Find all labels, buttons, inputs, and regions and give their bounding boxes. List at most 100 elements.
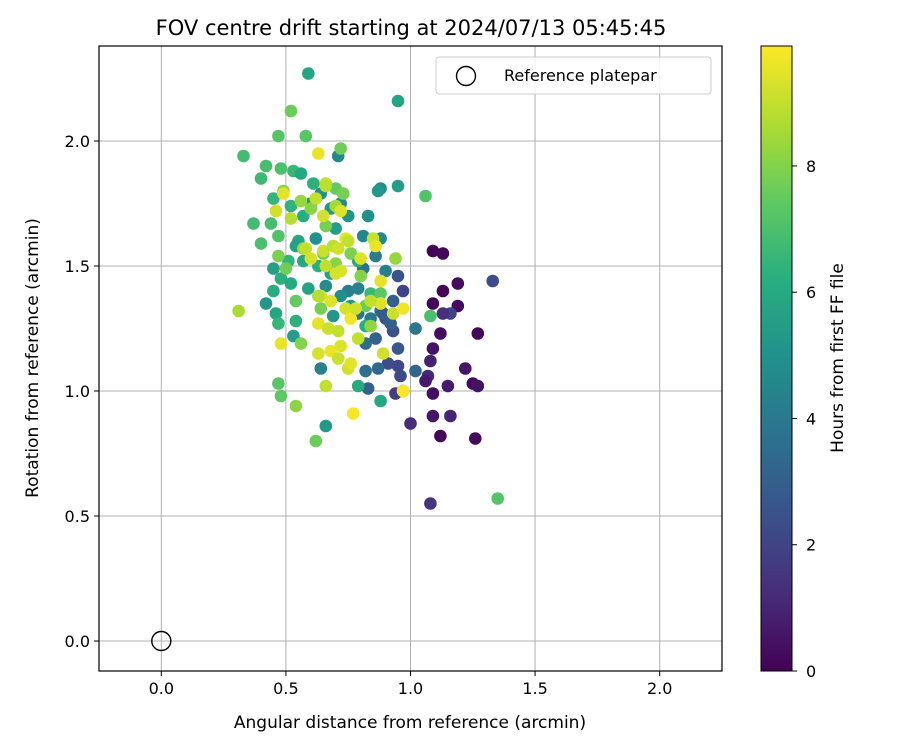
data-point <box>269 307 283 320</box>
data-point <box>312 147 325 160</box>
reference-platepar-marker <box>151 630 172 652</box>
data-point <box>344 312 358 325</box>
data-point <box>424 309 437 323</box>
data-point <box>389 252 402 265</box>
data-point <box>274 272 288 285</box>
data-point <box>384 317 397 330</box>
data-point <box>359 364 372 378</box>
data-point <box>294 167 308 180</box>
x-tick-label: 0.0 <box>149 679 174 698</box>
data-point <box>426 387 440 400</box>
data-point <box>344 357 358 370</box>
data-point <box>391 359 405 373</box>
data-point <box>404 417 417 430</box>
data-point <box>272 249 285 263</box>
gridlines <box>99 46 722 671</box>
data-point <box>259 159 273 173</box>
data-point <box>334 204 348 218</box>
data-point <box>277 187 290 200</box>
data-point <box>349 302 363 315</box>
data-point <box>314 362 328 375</box>
data-point <box>331 324 345 338</box>
data-point <box>299 129 313 143</box>
data-point <box>307 177 320 190</box>
data-point <box>284 104 298 118</box>
data-point <box>324 294 338 308</box>
x-tick-label: 2.0 <box>647 679 672 698</box>
reference-marker <box>151 630 172 652</box>
data-point <box>319 219 333 233</box>
data-point <box>309 192 323 205</box>
data-point <box>444 409 457 423</box>
legend-box <box>435 56 712 95</box>
data-point <box>326 309 340 323</box>
data-point <box>247 217 260 230</box>
data-point <box>379 264 392 278</box>
data-point <box>267 284 280 298</box>
data-point <box>317 244 330 258</box>
data-point <box>486 274 500 288</box>
data-point <box>254 172 268 185</box>
data-point <box>317 209 330 223</box>
data-point <box>274 162 288 175</box>
data-point <box>419 374 432 388</box>
data-point <box>331 242 345 255</box>
colorbar-tick-label: 6 <box>806 283 816 302</box>
data-point <box>354 269 368 283</box>
data-point <box>336 187 350 200</box>
colorbar-tick-label: 0 <box>806 662 816 681</box>
data-point <box>284 212 298 225</box>
data-point <box>471 379 485 393</box>
data-point <box>356 229 370 243</box>
data-point <box>284 277 298 290</box>
data-point <box>374 297 387 310</box>
data-point <box>361 209 375 223</box>
legend: Reference platepar <box>435 56 712 95</box>
colorbar-tick-label: 4 <box>806 409 816 428</box>
data-point <box>279 262 293 275</box>
data-point <box>391 179 405 193</box>
data-point <box>369 239 382 253</box>
y-axis-label: Rotation from reference (arcmin) <box>23 218 43 498</box>
data-point <box>469 432 482 445</box>
colorbar-tick-label: 2 <box>806 536 816 555</box>
data-point <box>409 322 422 335</box>
data-point <box>237 149 250 163</box>
data-point <box>491 492 505 505</box>
data-point <box>386 307 400 320</box>
data-point <box>346 407 360 420</box>
data-point <box>314 302 328 315</box>
data-point <box>351 379 365 393</box>
data-point <box>294 337 308 350</box>
colorbar-gradient <box>760 45 793 672</box>
data-point <box>312 347 325 360</box>
data-point <box>426 297 440 310</box>
data-point <box>274 337 288 350</box>
x-tick-label: 1.0 <box>398 679 423 698</box>
data-point <box>354 252 368 265</box>
data-point <box>319 279 333 293</box>
data-point <box>361 382 375 395</box>
data-point <box>419 189 432 203</box>
data-point <box>294 194 308 208</box>
data-point <box>396 284 410 298</box>
data-point <box>471 327 485 340</box>
data-point <box>312 289 325 303</box>
x-tick-label: 1.5 <box>522 679 547 698</box>
data-point <box>289 399 303 413</box>
data-point <box>334 142 348 155</box>
data-point <box>339 302 353 315</box>
data-point <box>426 342 440 355</box>
data-point <box>434 327 447 340</box>
data-point <box>426 409 440 423</box>
data-point <box>436 307 450 320</box>
data-point <box>272 229 285 243</box>
data-point <box>341 234 355 248</box>
y-tick-label: 0.0 <box>65 632 90 651</box>
data-point <box>426 244 440 258</box>
y-tick-label: 1.0 <box>65 382 90 401</box>
data-point <box>329 267 343 280</box>
data-point <box>267 192 280 205</box>
y-axis-ticks: 0.0 0.5 1.0 1.5 2.0 <box>65 132 99 651</box>
